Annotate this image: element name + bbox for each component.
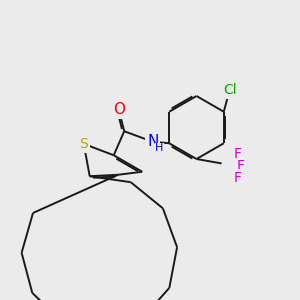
Text: N: N <box>147 134 158 149</box>
Text: F: F <box>237 159 245 173</box>
Text: F: F <box>234 171 242 185</box>
Text: Cl: Cl <box>223 83 236 97</box>
Text: F: F <box>234 147 242 161</box>
Text: O: O <box>113 102 125 117</box>
Text: S: S <box>79 137 88 151</box>
Text: H: H <box>155 143 164 153</box>
